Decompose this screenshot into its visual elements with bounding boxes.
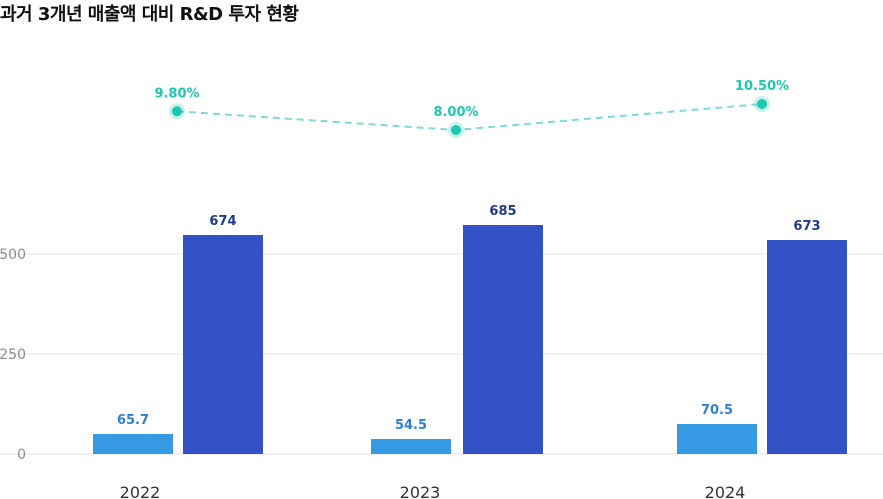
rate-value-label: 10.50%	[735, 79, 789, 94]
bar-series-2	[767, 240, 847, 454]
bar-value-label: 70.5	[701, 403, 733, 418]
rate-point	[172, 106, 182, 117]
x-tick-label: 2024	[705, 483, 746, 499]
bar-series-1	[371, 439, 451, 454]
bar-series-2	[183, 235, 263, 454]
bar-value-label: 65.7	[117, 413, 149, 428]
bar-series-2	[463, 225, 543, 454]
bar-value-label: 673	[793, 219, 820, 234]
rate-value-label: 8.00%	[433, 105, 478, 120]
rate-point	[757, 99, 767, 109]
rate-value-label: 9.80%	[154, 86, 199, 101]
y-tick-label: 500	[0, 247, 26, 263]
bar-series-1	[677, 424, 757, 454]
bar-value-label: 54.5	[395, 418, 427, 433]
rate-point	[451, 125, 461, 135]
y-tick-label: 250	[0, 347, 26, 363]
y-tick-label: 0	[17, 447, 26, 463]
bar-series-1	[93, 434, 173, 454]
x-tick-label: 2023	[400, 483, 441, 499]
chart-title: 과거 3개년 매출액 대비 R&D 투자 현황	[0, 4, 299, 25]
x-tick-label: 2022	[120, 483, 161, 499]
bar-value-label: 674	[209, 214, 236, 229]
bar-value-label: 685	[489, 204, 516, 219]
